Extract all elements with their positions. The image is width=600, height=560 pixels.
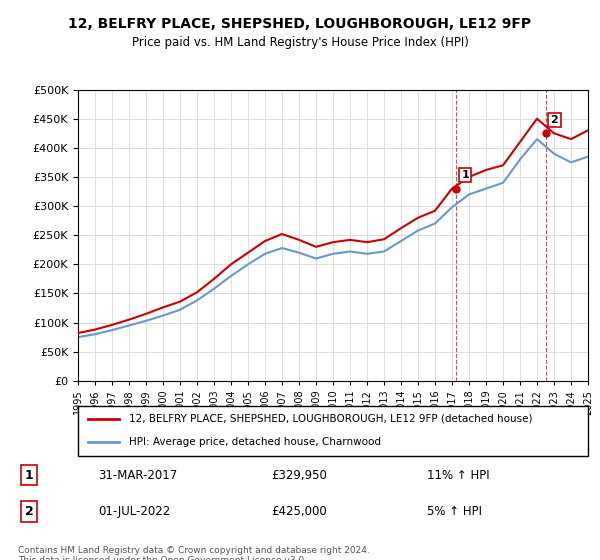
- Text: 01-JUL-2022: 01-JUL-2022: [98, 505, 170, 518]
- Text: 12, BELFRY PLACE, SHEPSHED, LOUGHBOROUGH, LE12 9FP: 12, BELFRY PLACE, SHEPSHED, LOUGHBOROUGH…: [68, 17, 532, 31]
- Text: 31-MAR-2017: 31-MAR-2017: [98, 469, 178, 482]
- Text: 2: 2: [25, 505, 34, 518]
- Text: Price paid vs. HM Land Registry's House Price Index (HPI): Price paid vs. HM Land Registry's House …: [131, 36, 469, 49]
- Text: Contains HM Land Registry data © Crown copyright and database right 2024.
This d: Contains HM Land Registry data © Crown c…: [18, 546, 370, 560]
- Text: 11% ↑ HPI: 11% ↑ HPI: [427, 469, 490, 482]
- Text: 5% ↑ HPI: 5% ↑ HPI: [427, 505, 482, 518]
- Text: HPI: Average price, detached house, Charnwood: HPI: Average price, detached house, Char…: [129, 437, 381, 447]
- Text: £425,000: £425,000: [271, 505, 327, 518]
- Text: 12, BELFRY PLACE, SHEPSHED, LOUGHBOROUGH, LE12 9FP (detached house): 12, BELFRY PLACE, SHEPSHED, LOUGHBOROUGH…: [129, 414, 533, 423]
- Text: 2: 2: [551, 115, 559, 125]
- Text: £329,950: £329,950: [271, 469, 327, 482]
- Text: 1: 1: [25, 469, 34, 482]
- FancyBboxPatch shape: [78, 406, 588, 456]
- Text: 1: 1: [461, 170, 469, 180]
